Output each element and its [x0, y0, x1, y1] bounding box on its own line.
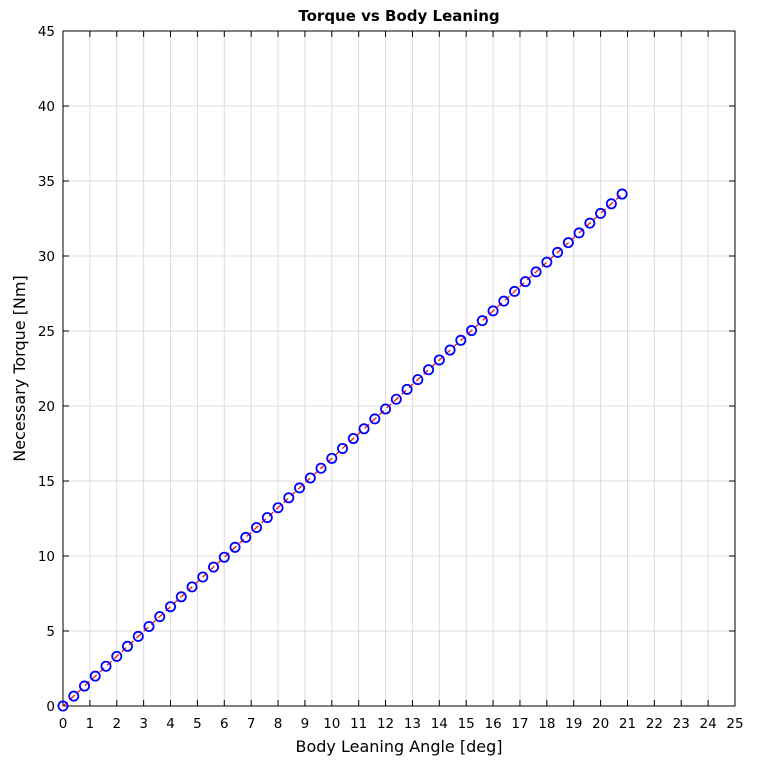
x-tick-label: 0 [59, 716, 68, 732]
x-tick-label: 24 [700, 716, 717, 732]
x-tick-label: 3 [139, 716, 148, 732]
data-point [240, 531, 252, 543]
x-tick-label: 20 [592, 716, 609, 732]
data-point [57, 700, 69, 712]
data-point [390, 393, 402, 405]
data-point [186, 581, 198, 593]
x-tick-label: 5 [193, 716, 202, 732]
data-point [143, 621, 155, 633]
data-point [552, 246, 564, 258]
series-layer [57, 188, 628, 712]
x-tick-label: 9 [301, 716, 310, 732]
y-tick-label: 40 [38, 99, 55, 115]
data-point [154, 611, 166, 623]
data-point [208, 561, 220, 573]
data-point [444, 344, 456, 356]
data-point [595, 207, 607, 219]
chart-title: Torque vs Body Leaning [298, 7, 499, 25]
x-tick-label: 8 [274, 716, 283, 732]
x-tick-label: 19 [565, 716, 582, 732]
x-tick-label: 18 [538, 716, 555, 732]
ticks: 0 1 2 3 4 5 6 7 8 9 10 11 12 13 14 15 16 17 18 19 20 21 22 23 24… [38, 24, 744, 732]
y-axis-label: Necessary Torque [Nm] [10, 275, 29, 461]
x-tick-label: 7 [247, 716, 256, 732]
grid [63, 31, 735, 706]
x-tick-label: 16 [484, 716, 501, 732]
data-point [272, 502, 284, 514]
data-point [573, 227, 585, 239]
data-point [519, 276, 531, 288]
data-point [251, 522, 263, 534]
x-tick-label: 1 [86, 716, 95, 732]
data-point [294, 482, 306, 494]
plot-frame [62, 30, 736, 707]
x-tick-label: 25 [726, 716, 743, 732]
data-point [132, 630, 144, 642]
x-tick-label: 17 [511, 716, 528, 732]
data-point [562, 237, 574, 249]
data-point [358, 423, 370, 435]
data-point [337, 442, 349, 454]
data-point [487, 305, 499, 317]
data-point [380, 403, 392, 415]
data-point [79, 680, 91, 692]
x-tick-label: 12 [377, 716, 394, 732]
x-tick-label: 14 [431, 716, 448, 732]
y-tick-label: 45 [38, 24, 55, 40]
y-tick-label: 30 [38, 249, 55, 265]
data-point [455, 334, 467, 346]
data-point [476, 315, 488, 327]
data-point [498, 295, 510, 307]
data-point [423, 364, 435, 376]
data-point [401, 383, 413, 395]
data-point [218, 551, 230, 563]
y-tick-label: 25 [38, 324, 55, 340]
x-tick-label: 22 [646, 716, 663, 732]
data-point [165, 601, 177, 613]
y-tick-label: 20 [38, 399, 55, 415]
x-tick-label: 10 [323, 716, 340, 732]
data-point [509, 285, 521, 297]
data-point [304, 472, 316, 484]
data-point [541, 256, 553, 268]
data-point [347, 433, 359, 445]
data-point [283, 492, 295, 504]
x-tick-label: 21 [619, 716, 636, 732]
data-point [261, 512, 273, 524]
y-tick-label: 15 [38, 474, 55, 490]
data-point [100, 660, 112, 672]
data-point [326, 452, 338, 464]
data-point [122, 640, 134, 652]
x-tick-label: 4 [166, 716, 175, 732]
data-point [229, 541, 241, 553]
data-point [369, 413, 381, 425]
x-tick-label: 23 [673, 716, 690, 732]
data-point [68, 690, 80, 702]
data-point [433, 354, 445, 366]
x-tick-label: 6 [220, 716, 229, 732]
x-tick-label: 15 [458, 716, 475, 732]
data-point [616, 188, 628, 200]
data-point [89, 670, 101, 682]
x-tick-label: 11 [350, 716, 367, 732]
x-tick-label: 2 [112, 716, 121, 732]
data-point [605, 198, 617, 210]
data-point [412, 374, 424, 386]
data-point [111, 650, 123, 662]
data-point [315, 462, 327, 474]
y-tick-label: 35 [38, 174, 55, 190]
x-tick-label: 13 [404, 716, 421, 732]
data-point [197, 571, 209, 583]
x-axis-label: Body Leaning Angle [deg] [296, 737, 503, 756]
data-point [175, 591, 187, 603]
y-tick-label: 5 [46, 624, 55, 640]
y-tick-label: 0 [46, 699, 55, 715]
data-point [530, 266, 542, 278]
data-point [584, 217, 596, 229]
data-point [466, 325, 478, 337]
y-tick-label: 10 [38, 549, 55, 565]
